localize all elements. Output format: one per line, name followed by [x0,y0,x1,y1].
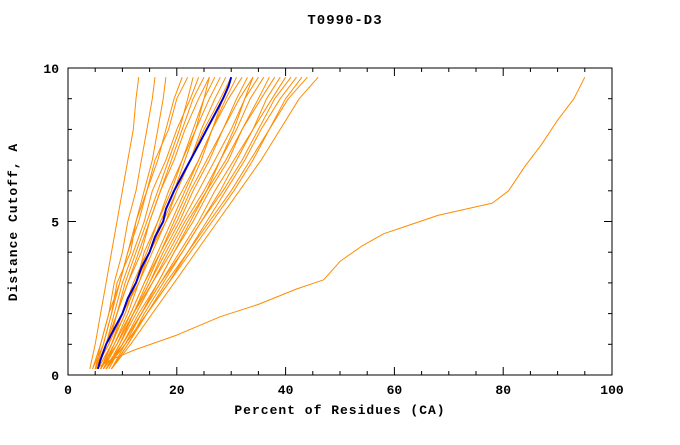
y-axis-label: Distance Cutoff, A [6,143,21,301]
model-07 [100,76,254,370]
chart-title: T0990-D3 [307,13,382,29]
x-tick-label: 100 [600,383,624,398]
x-tick-label: 40 [278,383,294,398]
y-ticks: 0 5 10 [43,62,612,384]
x-axis-label: Percent of Residues (CA) [234,403,445,418]
model-24 [94,77,194,370]
x-tick-label: 20 [169,383,185,398]
x-tick-label: 80 [495,383,511,398]
model-29 [89,77,140,370]
model-12 [105,76,308,370]
model-14 [94,76,205,370]
model-25 [100,77,210,370]
model-27 [111,77,254,370]
y-tick-label: 10 [43,62,59,77]
model-19 [100,76,259,370]
model-outlier [94,76,586,370]
model-11 [111,76,297,370]
model-17 [102,76,238,370]
model-26 [105,77,232,370]
model-13 [111,76,319,370]
x-tick-label: 0 [64,383,72,398]
y-tick-label: 0 [51,369,59,384]
model-02 [94,77,200,370]
x-tick-label: 60 [387,383,403,398]
y-tick-label: 5 [51,216,59,231]
axes: 0 20 40 60 80 100 0 5 10 [43,62,624,398]
model-22 [103,76,292,370]
model-20 [108,76,270,370]
model-15 [100,76,216,370]
x-ticks: 0 20 40 60 80 100 [64,68,624,398]
model-08 [105,76,265,370]
model-23 [105,76,303,370]
model-31 [94,77,167,370]
model-30 [94,77,156,370]
highlight-model [96,76,233,370]
model-curves [89,76,586,370]
